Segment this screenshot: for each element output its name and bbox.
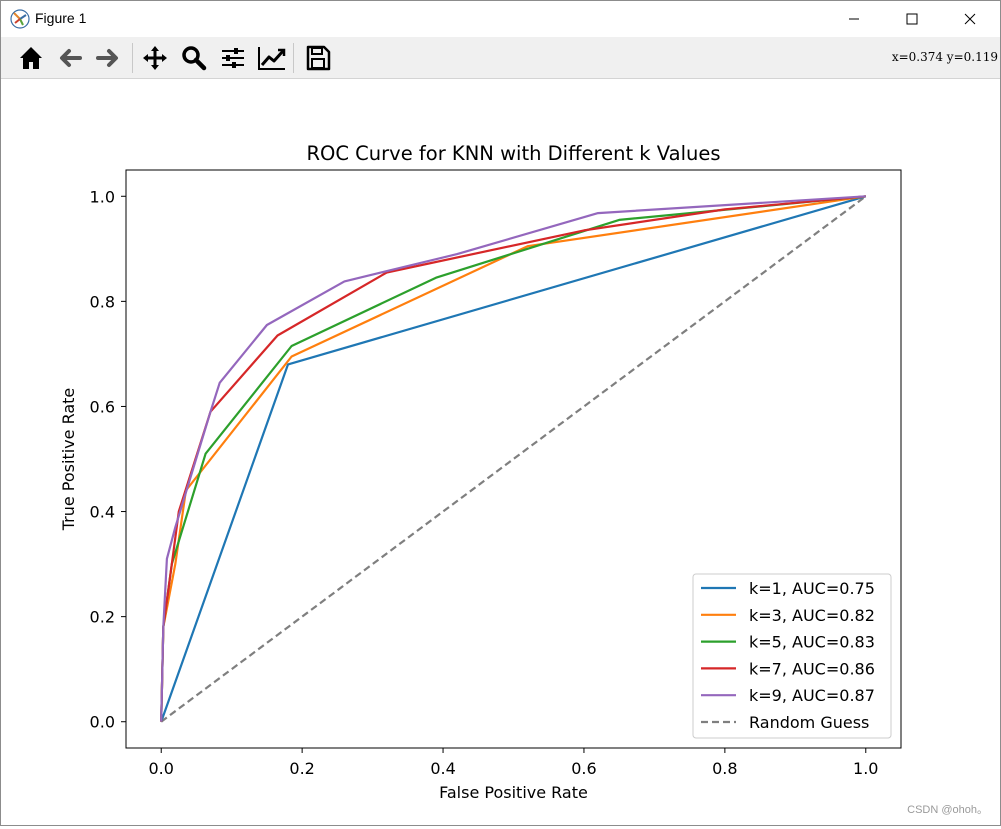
home-button[interactable] bbox=[14, 41, 48, 75]
y-axis-label: True Positive Rate bbox=[59, 388, 78, 532]
y-tick-label: 1.0 bbox=[90, 187, 115, 206]
window-title: Figure 1 bbox=[35, 10, 87, 26]
x-tick-label: 0.8 bbox=[712, 759, 737, 778]
maximize-icon bbox=[906, 13, 918, 25]
maximize-button[interactable] bbox=[883, 1, 941, 37]
back-button[interactable] bbox=[53, 41, 87, 75]
y-axis: 0.0 0.2 0.4 0.6 0.8 1.0 bbox=[90, 187, 126, 732]
title-bar: Figure 1 bbox=[1, 1, 1000, 37]
home-icon bbox=[20, 47, 42, 69]
legend-label: k=5, AUC=0.83 bbox=[749, 633, 875, 652]
zoom-icon bbox=[182, 46, 207, 71]
minimize-button[interactable] bbox=[825, 1, 883, 37]
minimize-icon bbox=[849, 18, 859, 20]
x-tick-label: 0.4 bbox=[430, 759, 455, 778]
x-tick-label: 0.0 bbox=[149, 759, 174, 778]
x-tick-label: 1.0 bbox=[853, 759, 878, 778]
matplotlib-app-icon bbox=[10, 9, 30, 29]
legend-label: Random Guess bbox=[749, 713, 869, 732]
edit-axis-icon bbox=[258, 47, 286, 70]
legend-label: k=1, AUC=0.75 bbox=[749, 579, 875, 598]
y-tick-label: 0.0 bbox=[90, 713, 115, 732]
legend-label: k=7, AUC=0.86 bbox=[749, 659, 875, 678]
y-tick-label: 0.8 bbox=[90, 292, 115, 311]
x-tick-label: 0.6 bbox=[571, 759, 596, 778]
legend: k=1, AUC=0.75 k=3, AUC=0.82 k=5, AUC=0.83 k… bbox=[692, 573, 892, 739]
zoom-button[interactable] bbox=[177, 41, 211, 75]
x-axis-label: False Positive Rate bbox=[439, 783, 588, 802]
roc-chart: ROC Curve for KNN with Different k Value… bbox=[59, 142, 902, 802]
configure-subplots-icon bbox=[222, 48, 244, 68]
legend-label: k=3, AUC=0.82 bbox=[749, 606, 875, 625]
y-tick-label: 0.4 bbox=[90, 503, 115, 522]
toolbar-separator bbox=[293, 43, 294, 73]
series-line bbox=[160, 195, 866, 722]
navigation-toolbar: x=0.374 y=0.119 bbox=[1, 37, 1000, 79]
pan-button[interactable] bbox=[138, 41, 172, 75]
pan-icon bbox=[143, 46, 167, 70]
close-icon bbox=[964, 13, 976, 25]
axes-frame bbox=[125, 169, 902, 749]
forward-arrow-icon bbox=[96, 49, 118, 67]
y-tick-label: 0.6 bbox=[90, 397, 115, 416]
chart-title: ROC Curve for KNN with Different k Value… bbox=[306, 142, 720, 165]
legend-label: k=9, AUC=0.87 bbox=[749, 686, 875, 705]
series-line bbox=[160, 195, 867, 723]
legend-box bbox=[692, 573, 892, 739]
y-tick-label: 0.2 bbox=[90, 608, 115, 627]
figure-canvas[interactable]: ROC Curve for KNN with Different k Value… bbox=[1, 79, 1000, 825]
toolbar-separator bbox=[132, 43, 133, 73]
edit-axis-button[interactable] bbox=[255, 41, 289, 75]
series-layer bbox=[160, 195, 867, 723]
save-button[interactable] bbox=[301, 41, 335, 75]
back-arrow-icon bbox=[60, 49, 82, 67]
series-line bbox=[160, 195, 866, 722]
watermark: CSDN @ohoh。 bbox=[907, 804, 988, 816]
series-line bbox=[160, 195, 867, 723]
close-button[interactable] bbox=[941, 1, 999, 37]
x-axis: 0.0 0.2 0.4 0.6 0.8 1.0 bbox=[149, 748, 878, 778]
save-icon bbox=[306, 45, 331, 71]
x-tick-label: 0.2 bbox=[289, 759, 314, 778]
configure-subplots-button[interactable] bbox=[216, 41, 250, 75]
forward-button[interactable] bbox=[91, 41, 125, 75]
cursor-coordinates: x=0.374 y=0.119 bbox=[891, 50, 998, 64]
